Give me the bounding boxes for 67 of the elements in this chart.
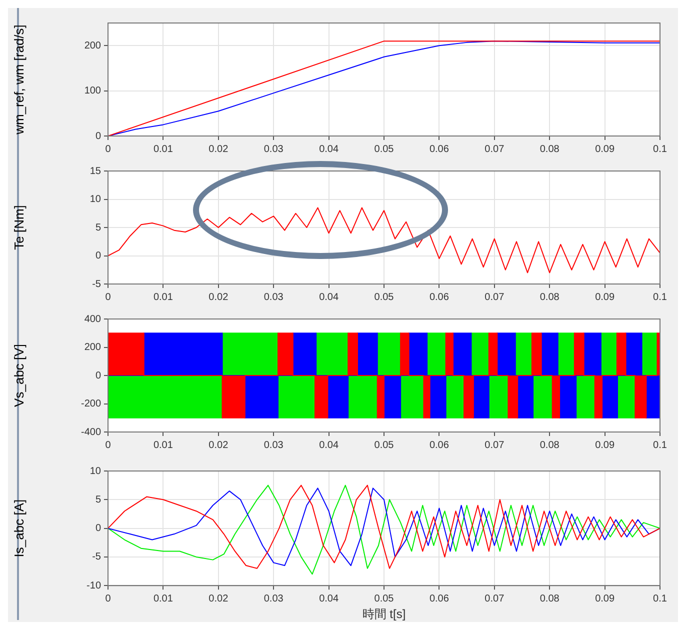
y-axis-title: Is_abc [A] [11, 499, 26, 558]
x-tick-label: 0.07 [484, 593, 505, 604]
x-tick-label: 0 [105, 593, 112, 604]
x-tick-label: 0.08 [540, 593, 560, 604]
x-tick-label: 0.05 [374, 144, 394, 155]
y-tick-label: 10 [90, 466, 102, 477]
x-tick-label: 0.1 [653, 144, 668, 155]
x-tick-label: 0.05 [374, 593, 394, 604]
x-tick-label: 0.09 [595, 144, 615, 155]
x-tick-label: 0.1 [653, 440, 668, 451]
y-tick-label: 200 [84, 40, 102, 52]
y-axis-title: Vs_abc [V] [11, 344, 26, 407]
x-tick-label: 0.06 [429, 144, 450, 155]
y-tick-label: 15 [90, 166, 102, 177]
x-tick-label: 0.05 [374, 292, 394, 303]
y-axis-title: Te [Nm] [11, 205, 26, 250]
y-tick-label: 100 [84, 86, 102, 97]
x-tick-label: 0.06 [429, 440, 450, 451]
x-tick-label: 0.02 [208, 440, 229, 451]
x-tick-label: 0 [105, 292, 112, 303]
x-tick-label: 0.09 [595, 292, 615, 303]
y-tick-label: 0 [95, 130, 102, 142]
x-tick-label: 0.07 [484, 292, 505, 303]
x-tick-label: 0.03 [264, 593, 284, 604]
x-tick-label: 0.01 [153, 440, 174, 451]
y-tick-label: -5 [92, 552, 102, 563]
x-tick-label: 0.1 [653, 292, 668, 303]
x-tick-label: 0.07 [484, 144, 505, 155]
x-tick-label: 0.04 [319, 440, 339, 451]
x-tick-label: 0.03 [264, 292, 284, 303]
y-axis-title: wm_ref, wm [rad/s] [11, 24, 26, 136]
y-tick-label: 5 [95, 494, 102, 506]
x-tick-label: 0.07 [484, 440, 505, 451]
y-tick-label: 10 [90, 194, 102, 205]
x-tick-label: 0.1 [653, 593, 668, 604]
x-tick-label: 0 [105, 440, 112, 451]
y-tick-label: -5 [92, 278, 102, 290]
x-tick-label: 0.04 [319, 292, 339, 303]
y-tick-label: 400 [84, 314, 102, 325]
y-tick-label: -10 [86, 580, 102, 592]
y-tick-label: 0 [95, 523, 102, 534]
x-tick-label: 0.09 [595, 593, 615, 604]
x-tick-label: 0.03 [264, 144, 284, 155]
y-tick-label: -400 [80, 426, 102, 438]
x-tick-label: 0.08 [540, 292, 560, 303]
x-tick-label: 0.01 [153, 144, 174, 155]
x-tick-label: 0.06 [429, 292, 450, 303]
x-tick-label: 0.09 [595, 440, 615, 451]
x-tick-label: 0.05 [374, 440, 394, 451]
x-tick-label: 0.08 [540, 440, 560, 451]
y-tick-label: 0 [95, 250, 102, 262]
x-tick-label: 0.01 [153, 292, 174, 303]
y-tick-label: 200 [84, 342, 102, 353]
x-tick-label: 0 [105, 144, 112, 155]
x-tick-label: 0.02 [208, 593, 229, 604]
x-tick-label: 0.04 [319, 144, 339, 155]
y-tick-label: -200 [80, 398, 102, 410]
y-tick-label: 5 [95, 222, 102, 234]
x-tick-label: 0.02 [208, 292, 229, 303]
x-axis-title: 時間 t[s] [362, 607, 406, 622]
x-tick-label: 0.01 [153, 593, 174, 604]
y-tick-label: 0 [95, 370, 102, 382]
x-tick-label: 0.02 [208, 144, 229, 155]
x-tick-label: 0.06 [429, 593, 450, 604]
x-tick-label: 0.04 [319, 593, 339, 604]
x-tick-label: 0.03 [264, 440, 284, 451]
x-tick-label: 0.08 [540, 144, 560, 155]
